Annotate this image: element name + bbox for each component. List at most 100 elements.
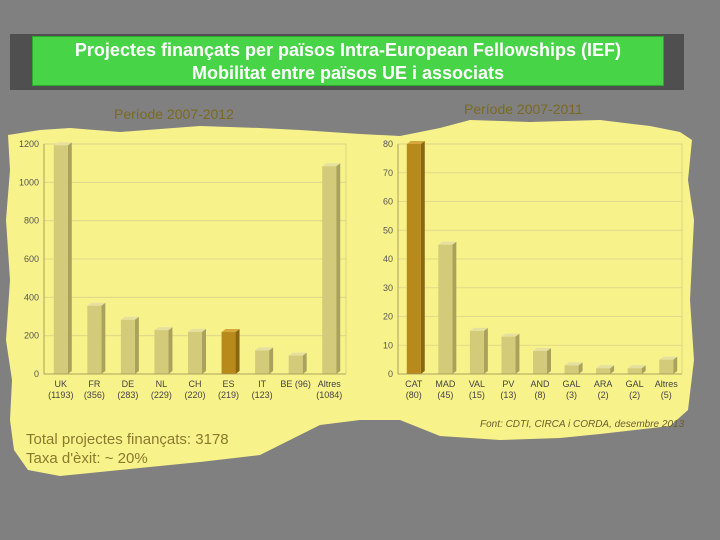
bar-side xyxy=(168,327,173,374)
bar-top xyxy=(188,328,206,332)
bar-side xyxy=(235,329,240,374)
summary: Total projectes finançats: 3178 Taxa d'è… xyxy=(26,430,229,468)
bar xyxy=(533,351,547,374)
bar-side xyxy=(302,352,307,374)
value-label: (1084) xyxy=(316,390,342,400)
value-label: (1193) xyxy=(48,390,73,400)
bar-top xyxy=(438,241,457,245)
period-right: Període 2007-2011 xyxy=(464,101,583,117)
title-line-2: Mobilitat entre països UE i associats xyxy=(191,63,505,83)
y-tick-label: 20 xyxy=(383,312,393,322)
bar-side xyxy=(269,347,274,374)
bar-top xyxy=(469,327,488,331)
x-tick-label: IT xyxy=(258,379,267,389)
y-tick-label: 400 xyxy=(24,292,39,302)
x-tick-label: GAL xyxy=(563,379,581,389)
x-tick-label: CAT xyxy=(405,379,423,389)
y-tick-label: 30 xyxy=(383,283,393,293)
bar xyxy=(188,331,202,374)
x-tick-label: VAL xyxy=(469,379,485,389)
y-tick-label: 80 xyxy=(383,139,393,149)
bar-top xyxy=(659,356,678,360)
x-tick-label: NL xyxy=(156,379,168,389)
bar-top xyxy=(501,333,520,337)
bar-top xyxy=(322,163,341,167)
bar-side xyxy=(452,241,457,374)
x-tick-label: ARA xyxy=(594,379,613,389)
bar-top xyxy=(627,365,646,369)
x-tick-label: GAL xyxy=(626,379,644,389)
bar xyxy=(501,336,516,374)
period-left: Període 2007-2012 xyxy=(114,106,234,122)
bar-top xyxy=(596,365,615,369)
y-tick-label: 0 xyxy=(388,369,393,379)
y-tick-label: 60 xyxy=(383,197,393,207)
bar-side xyxy=(420,141,425,374)
bar-side xyxy=(336,163,341,374)
bar xyxy=(154,330,169,374)
bar xyxy=(406,144,421,374)
value-label: (123) xyxy=(252,390,273,400)
value-label: (8) xyxy=(535,390,546,400)
bar xyxy=(659,359,674,374)
x-tick-label: UK xyxy=(55,379,68,389)
value-label: (2) xyxy=(598,390,609,400)
bar-top xyxy=(154,327,173,331)
chart-right: 0 10 20 30 40 50 60 70 80 CAT(80) MAD(45) VAL(15) PV… xyxy=(383,139,683,400)
value-label: (229) xyxy=(151,390,172,400)
value-label: (219) xyxy=(218,390,239,400)
bar xyxy=(469,330,484,374)
value-label: (5) xyxy=(661,390,672,400)
bar-side xyxy=(101,302,106,374)
bar xyxy=(564,365,579,374)
bar xyxy=(438,244,453,374)
x-tick-label: CH xyxy=(189,379,202,389)
y-tick-label: 1200 xyxy=(19,139,39,149)
y-tick-label: 40 xyxy=(383,254,393,264)
x-tick-label: PV xyxy=(502,379,514,389)
bar-side xyxy=(483,327,488,374)
slide-title: Projectes finançats per països Intra-Eur… xyxy=(32,36,664,86)
x-tick-label: ES xyxy=(223,379,235,389)
bar-side xyxy=(134,316,139,374)
value-label: (13) xyxy=(500,390,516,400)
total-projects: Total projectes finançats: 3178 xyxy=(26,431,229,448)
bar xyxy=(53,145,68,374)
bar-side xyxy=(67,142,72,374)
bar xyxy=(255,350,270,374)
bar-side xyxy=(578,362,583,374)
bar-top xyxy=(87,302,106,306)
x-tick-label: Altres xyxy=(318,379,342,389)
source-note: Font: CDTI, CIRCA i CORDA, desembre 2013 xyxy=(480,419,685,430)
value-label: (2) xyxy=(629,390,640,400)
bar xyxy=(120,319,135,374)
bar-top xyxy=(564,362,583,366)
bar xyxy=(288,355,303,374)
value-label: (356) xyxy=(84,390,105,400)
x-tick-label: BE (96) xyxy=(280,379,311,389)
x-tick-label: DE xyxy=(122,379,135,389)
x-tick-label: Altres xyxy=(655,379,679,389)
x-tick-label: FR xyxy=(88,379,100,389)
y-tick-label: 1000 xyxy=(19,177,39,187)
x-tick-label: MAD xyxy=(435,379,456,389)
value-label: (283) xyxy=(117,390,138,400)
bar-top xyxy=(120,316,139,320)
value-label: (3) xyxy=(566,390,577,400)
y-tick-label: 0 xyxy=(34,369,39,379)
value-label: (80) xyxy=(406,390,422,400)
y-tick-label: 800 xyxy=(24,216,39,226)
value-label: (220) xyxy=(184,390,205,400)
bar-top xyxy=(406,141,425,144)
bar-top xyxy=(533,348,551,351)
bar-top xyxy=(53,142,72,146)
x-tick-label: AND xyxy=(530,379,550,389)
bar xyxy=(627,368,642,374)
y-tick-label: 200 xyxy=(24,331,39,341)
bar-side xyxy=(641,365,646,374)
y-tick-label: 10 xyxy=(383,340,393,350)
y-tick-label: 600 xyxy=(24,254,39,264)
bar xyxy=(596,368,611,374)
y-tick-label: 50 xyxy=(383,225,393,235)
